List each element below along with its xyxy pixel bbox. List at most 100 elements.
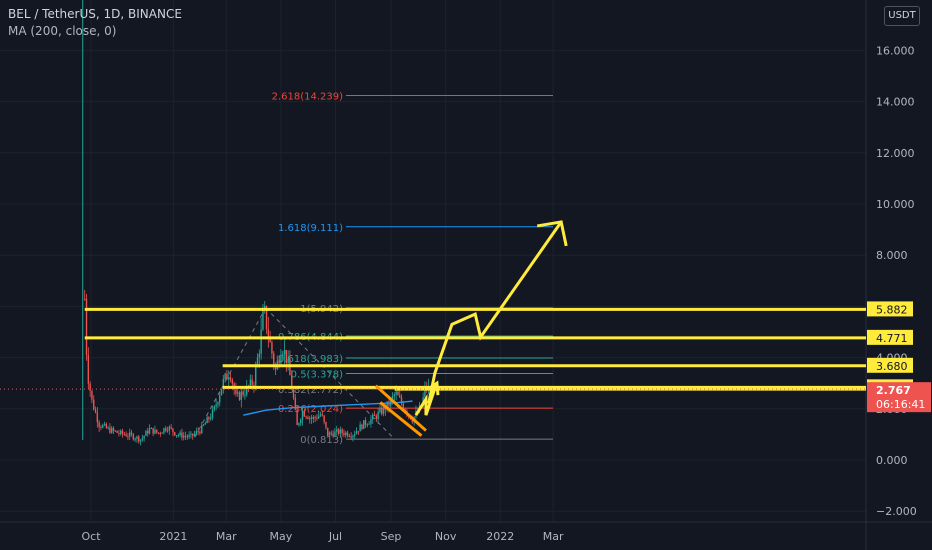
projection-arrow	[427, 221, 563, 404]
candle-body	[98, 422, 100, 427]
candle-body	[267, 329, 270, 338]
fib-level-label: 0.5(3.378)	[291, 370, 343, 381]
candle-body	[368, 423, 370, 425]
candle-body	[260, 329, 262, 354]
y-tick-label: 14.000	[876, 96, 915, 109]
x-tick-label: 2021	[159, 530, 187, 543]
candle-body	[184, 435, 187, 437]
candle-body	[364, 420, 367, 425]
breakout-arrow	[414, 384, 438, 416]
candle-body	[112, 428, 115, 431]
candle-body	[157, 432, 160, 434]
wedge-upper-line	[374, 384, 427, 432]
candle-body	[382, 406, 385, 414]
candle-body	[118, 432, 120, 434]
candle-body	[190, 433, 192, 436]
candle-body	[283, 349, 286, 355]
symbol-title[interactable]: BEL / TetherUS, 1D, BINANCE	[8, 7, 182, 21]
candle-body	[307, 417, 309, 419]
candle-body	[213, 406, 216, 410]
candle-body	[375, 415, 378, 420]
candle-body	[287, 358, 289, 363]
fib-level-label: 1.618(9.111)	[278, 223, 343, 234]
y-tick-label: 0.000	[876, 454, 908, 467]
candle-body	[273, 353, 275, 365]
candle-body	[111, 428, 113, 433]
candle-body	[343, 432, 345, 435]
candle-body	[310, 417, 313, 419]
candle-body	[372, 414, 374, 419]
candle-body	[139, 439, 142, 442]
candle-body	[208, 417, 210, 420]
candle-body	[103, 423, 106, 426]
candle-body	[231, 379, 234, 384]
candle-body	[109, 427, 111, 433]
candle-body	[136, 436, 138, 439]
candle-body	[168, 426, 171, 431]
candle-body	[235, 389, 237, 394]
candles	[84, 289, 430, 446]
candle-body	[197, 431, 199, 433]
candle-body	[93, 399, 95, 410]
candle-body	[183, 435, 185, 438]
price-tag-bg	[867, 382, 931, 413]
candle-body	[240, 391, 243, 401]
candle-body	[253, 384, 255, 386]
candle-body	[318, 415, 320, 419]
x-tick-label: Nov	[435, 530, 457, 543]
candle-body	[361, 424, 363, 429]
candle-body	[170, 426, 172, 429]
candle-body	[300, 419, 302, 424]
fib-level-label: 0(0.813)	[300, 435, 343, 446]
indicator-legend[interactable]: MA (200, close, 0)	[8, 24, 117, 38]
candle-body	[363, 420, 365, 429]
candle-body	[152, 427, 154, 434]
candle-body	[269, 337, 271, 343]
candle-body	[262, 310, 264, 330]
candle-body	[102, 425, 104, 428]
candle-body	[352, 435, 354, 438]
candle-body	[172, 428, 174, 433]
grid-lines	[0, 0, 866, 522]
candle-body	[181, 432, 183, 438]
candle-body	[132, 434, 135, 440]
level-tag-bg	[867, 301, 913, 317]
candle-body	[312, 417, 315, 419]
y-tick-label: 10.000	[876, 198, 915, 211]
candle-body	[161, 432, 163, 434]
x-tick-label: 2022	[486, 530, 514, 543]
candle-body	[291, 375, 293, 389]
candle-body	[424, 387, 426, 398]
fib-level-label: 0.236(2.024)	[278, 404, 343, 415]
candle-body	[87, 355, 90, 384]
candle-body	[123, 433, 126, 435]
candle-body	[328, 432, 331, 436]
candle-body	[105, 423, 108, 428]
candle-body	[348, 436, 351, 438]
candle-body	[96, 412, 99, 423]
countdown-label: 06:16:41	[876, 398, 925, 411]
x-tick-label: May	[269, 530, 292, 543]
candle-body	[89, 383, 91, 391]
candle-body	[278, 360, 280, 364]
candle-body	[141, 438, 144, 440]
fib-level-label: 0.382(2.772)	[278, 385, 343, 396]
candle-body	[373, 414, 376, 416]
x-tick-label: Mar	[216, 530, 237, 543]
x-tick-label: Oct	[81, 530, 101, 543]
chart-header: BEL / TetherUS, 1D, BINANCE MA (200, clo…	[8, 6, 182, 40]
candle-body	[211, 409, 214, 418]
wedge-lower-line	[379, 401, 423, 437]
currency-button[interactable]: USDT	[884, 6, 920, 26]
candle-body	[255, 366, 257, 386]
y-tick-label: −2.000	[876, 505, 917, 518]
candle-body	[130, 432, 133, 435]
candle-body	[377, 412, 379, 420]
candle-body	[114, 430, 117, 432]
candle-body	[138, 436, 140, 442]
candle-body	[359, 424, 361, 432]
candle-body	[224, 373, 226, 379]
